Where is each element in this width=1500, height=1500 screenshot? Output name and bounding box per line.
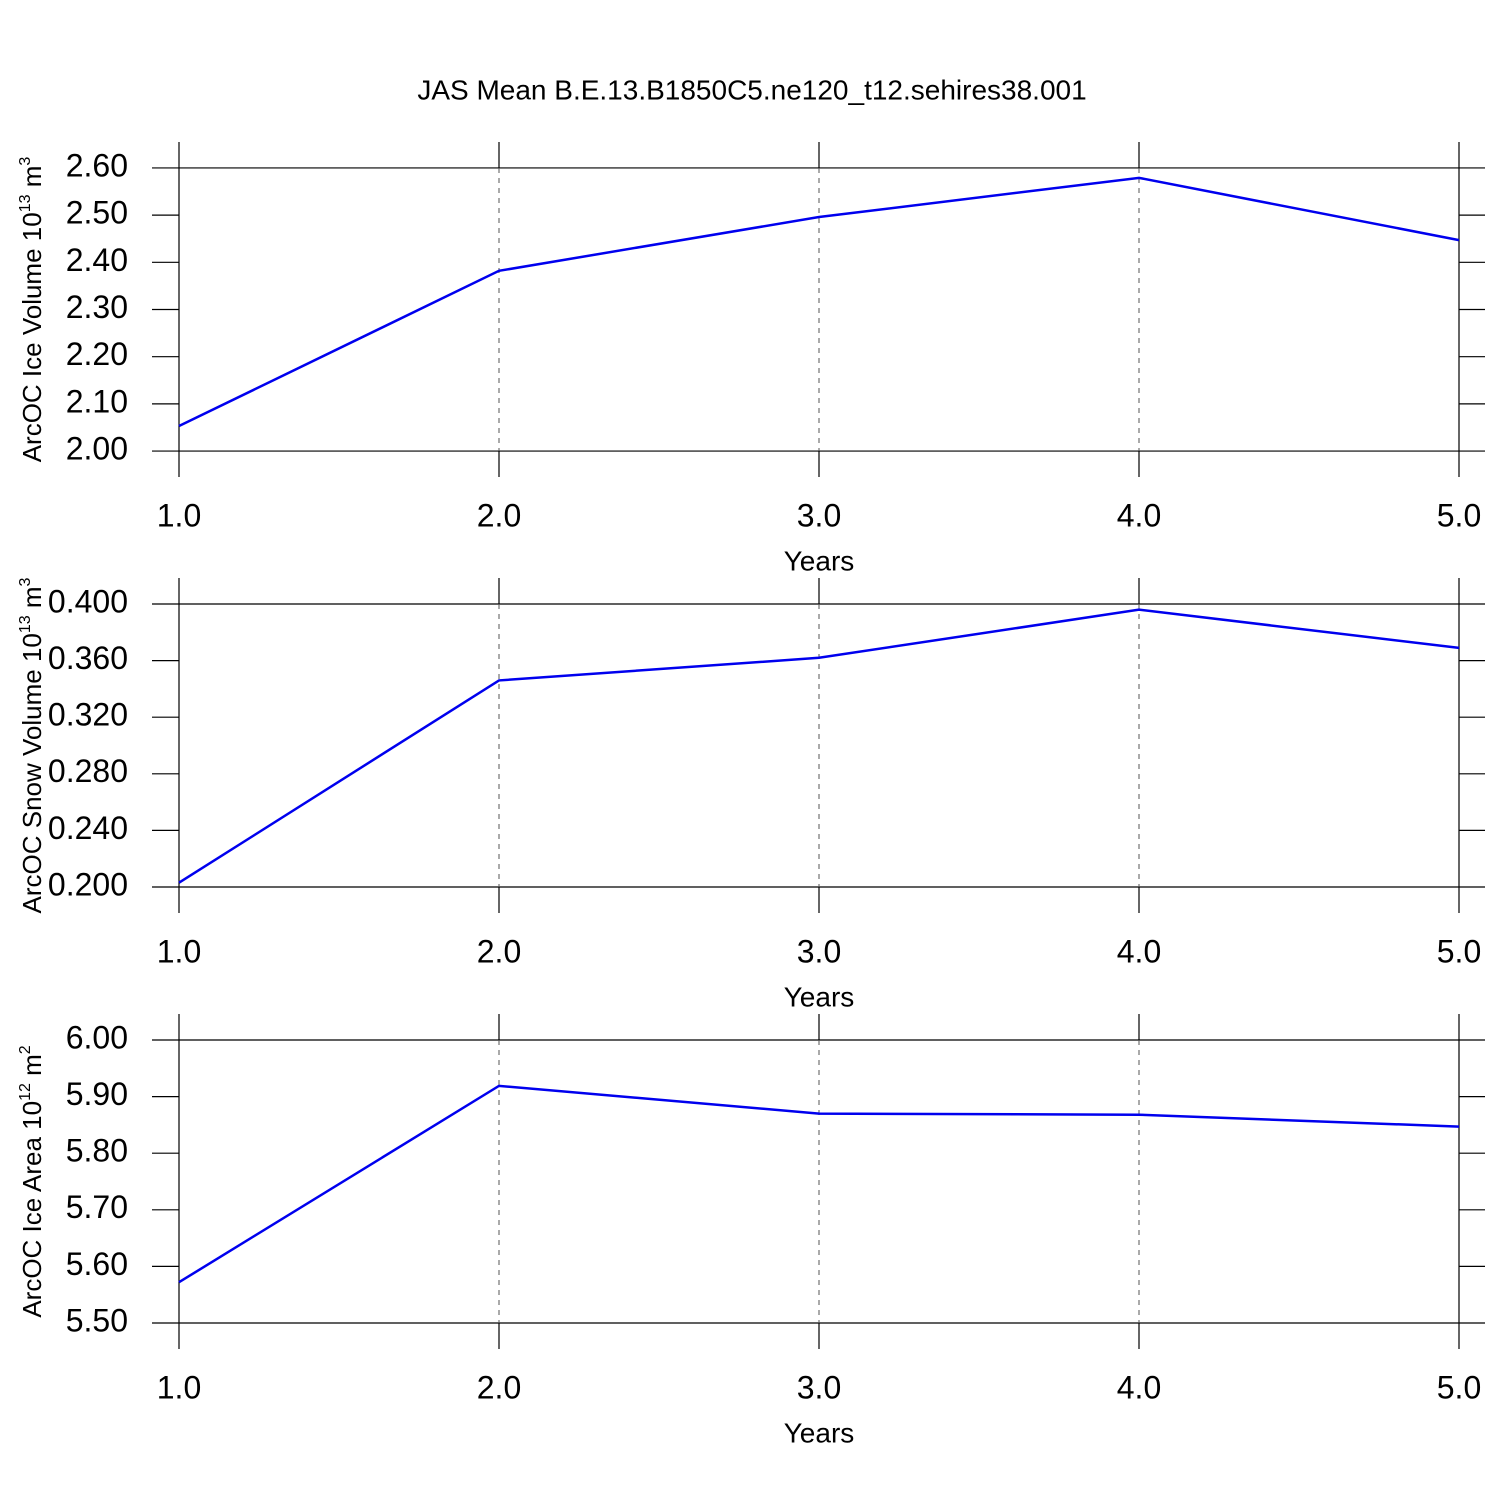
x-tick-label: 3.0: [797, 933, 841, 969]
y-tick-label: 0.360: [48, 640, 128, 676]
x-tick-label: 1.0: [157, 933, 201, 969]
x-axis-title: Years: [784, 545, 855, 576]
y-tick-label: 5.90: [66, 1076, 128, 1112]
data-line: [178, 176, 1460, 428]
y-axis-title: ArcOC Ice Area 1012 m2: [17, 1045, 47, 1317]
x-tick-label: 5.0: [1437, 497, 1481, 533]
y-axis-title-part: 3: [17, 157, 34, 166]
y-tick-label: 0.280: [48, 753, 128, 789]
y-tick-label: 2.60: [66, 147, 128, 183]
y-axis-title-part: 13: [17, 615, 34, 633]
y-tick-label: 0.240: [48, 810, 128, 846]
y-axis-title-part: 13: [17, 194, 34, 212]
y-tick-label: 2.50: [66, 195, 128, 231]
y-tick-label: 0.400: [48, 583, 128, 619]
y-tick-label: 5.70: [66, 1189, 128, 1225]
chart-title: JAS Mean B.E.13.B1850C5.ne120_t12.sehire…: [417, 74, 1086, 105]
y-tick-label: 2.30: [66, 289, 128, 325]
y-tick-label: 5.80: [66, 1133, 128, 1169]
x-tick-label: 1.0: [157, 497, 201, 533]
x-tick-label: 3.0: [797, 497, 841, 533]
data-line: [178, 608, 1460, 884]
y-tick-label: 5.60: [66, 1246, 128, 1282]
y-axis-title-part: m: [17, 586, 47, 615]
x-tick-label: 5.0: [1437, 933, 1481, 969]
y-axis-title: ArcOC Ice Volume 1013 m3: [17, 157, 47, 463]
y-axis-title: ArcOC Snow Volume 1013 m3: [17, 577, 47, 913]
x-tick-label: 1.0: [157, 1369, 201, 1405]
y-tick-label: 2.40: [66, 242, 128, 278]
y-axis-title-part: ArcOC Ice Area 10: [17, 1101, 47, 1318]
x-tick-label: 4.0: [1117, 497, 1161, 533]
x-tick-label: 5.0: [1437, 1369, 1481, 1405]
y-tick-label: 6.00: [66, 1019, 128, 1055]
y-axis-title-part: ArcOC Snow Volume 10: [17, 633, 47, 913]
y-tick-label: 0.200: [48, 866, 128, 902]
x-tick-label: 2.0: [477, 1369, 521, 1405]
x-tick-label: 3.0: [797, 1369, 841, 1405]
x-tick-label: 2.0: [477, 497, 521, 533]
y-tick-label: 2.00: [66, 431, 128, 467]
x-tick-label: 2.0: [477, 933, 521, 969]
y-tick-label: 2.20: [66, 336, 128, 372]
x-axis-title: Years: [784, 981, 855, 1012]
y-axis-title-part: 12: [17, 1083, 34, 1101]
y-axis-title-part: 2: [17, 1045, 34, 1054]
x-tick-label: 4.0: [1117, 933, 1161, 969]
y-tick-label: 2.10: [66, 383, 128, 419]
data-line: [178, 1084, 1460, 1284]
y-tick-label: 5.50: [66, 1302, 128, 1338]
y-axis-title-part: ArcOC Ice Volume 10: [17, 212, 47, 462]
y-axis-title-part: 3: [17, 577, 34, 586]
y-axis-title-part: m: [17, 1054, 47, 1083]
x-tick-label: 4.0: [1117, 1369, 1161, 1405]
y-tick-label: 0.320: [48, 697, 128, 733]
x-axis-title: Years: [784, 1417, 855, 1448]
y-axis-title-part: m: [17, 166, 47, 195]
